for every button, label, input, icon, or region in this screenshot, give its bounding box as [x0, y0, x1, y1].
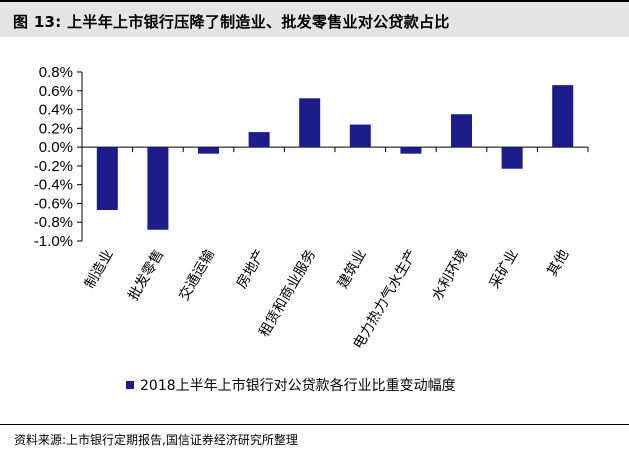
title-bar: 图 13: 上半年上市银行压降了制造业、批发零售业对公贷款占比 — [0, 0, 629, 37]
y-tick-label: -0.4% — [34, 177, 73, 194]
x-category-label: 批发零售 — [126, 247, 168, 303]
x-category-label: 租赁和商业服务 — [256, 247, 319, 340]
legend-label: 2018上半年上市银行对公贷款各行业比重变动幅度 — [140, 377, 456, 394]
bar-10 — [552, 85, 574, 148]
y-tick-label: 0.4% — [39, 102, 73, 119]
bar-chart: 0.8% 0.6% 0.4%0.2% 0.0% -0.2% -0.4%-0.6% -0.8%… — [34, 64, 589, 394]
y-tick-label: 0.0% — [39, 139, 73, 156]
x-category-label: 建筑业 — [335, 247, 370, 291]
y-tick-label: 0.8% — [39, 64, 73, 81]
y-tick-label: -0.8% — [34, 214, 73, 231]
bar-2 — [147, 147, 169, 230]
y-tick-label: -0.6% — [34, 195, 73, 212]
x-category-label: 交通运输 — [175, 247, 218, 304]
bar-9 — [501, 147, 523, 169]
bar-4 — [248, 132, 270, 148]
y-tick-label: -1.0% — [34, 233, 73, 250]
source-note: 资料来源:上市银行定期报告,国信证券经济研究所整理 — [14, 433, 298, 447]
x-category-label: 房地产 — [234, 247, 269, 291]
bar-3 — [198, 147, 219, 154]
y-tick-label: 0.2% — [39, 120, 73, 137]
legend-swatch — [126, 381, 134, 389]
x-category-label: 其他 — [544, 247, 572, 279]
bar-8 — [451, 114, 472, 148]
x-category-label: 制造业 — [82, 247, 117, 291]
bar-7 — [400, 147, 422, 154]
x-category-label: 采矿业 — [487, 247, 522, 291]
bar-1 — [96, 147, 118, 211]
y-tick-label: -0.2% — [34, 158, 73, 175]
bar-5 — [299, 98, 321, 148]
chart-title: 图 13: 上半年上市银行压降了制造业、批发零售业对公贷款占比 — [13, 13, 450, 31]
footer-divider — [0, 424, 629, 425]
x-category-label: 水利环境 — [429, 247, 471, 303]
y-tick-label: 0.6% — [39, 83, 73, 100]
bar-6 — [349, 124, 371, 148]
